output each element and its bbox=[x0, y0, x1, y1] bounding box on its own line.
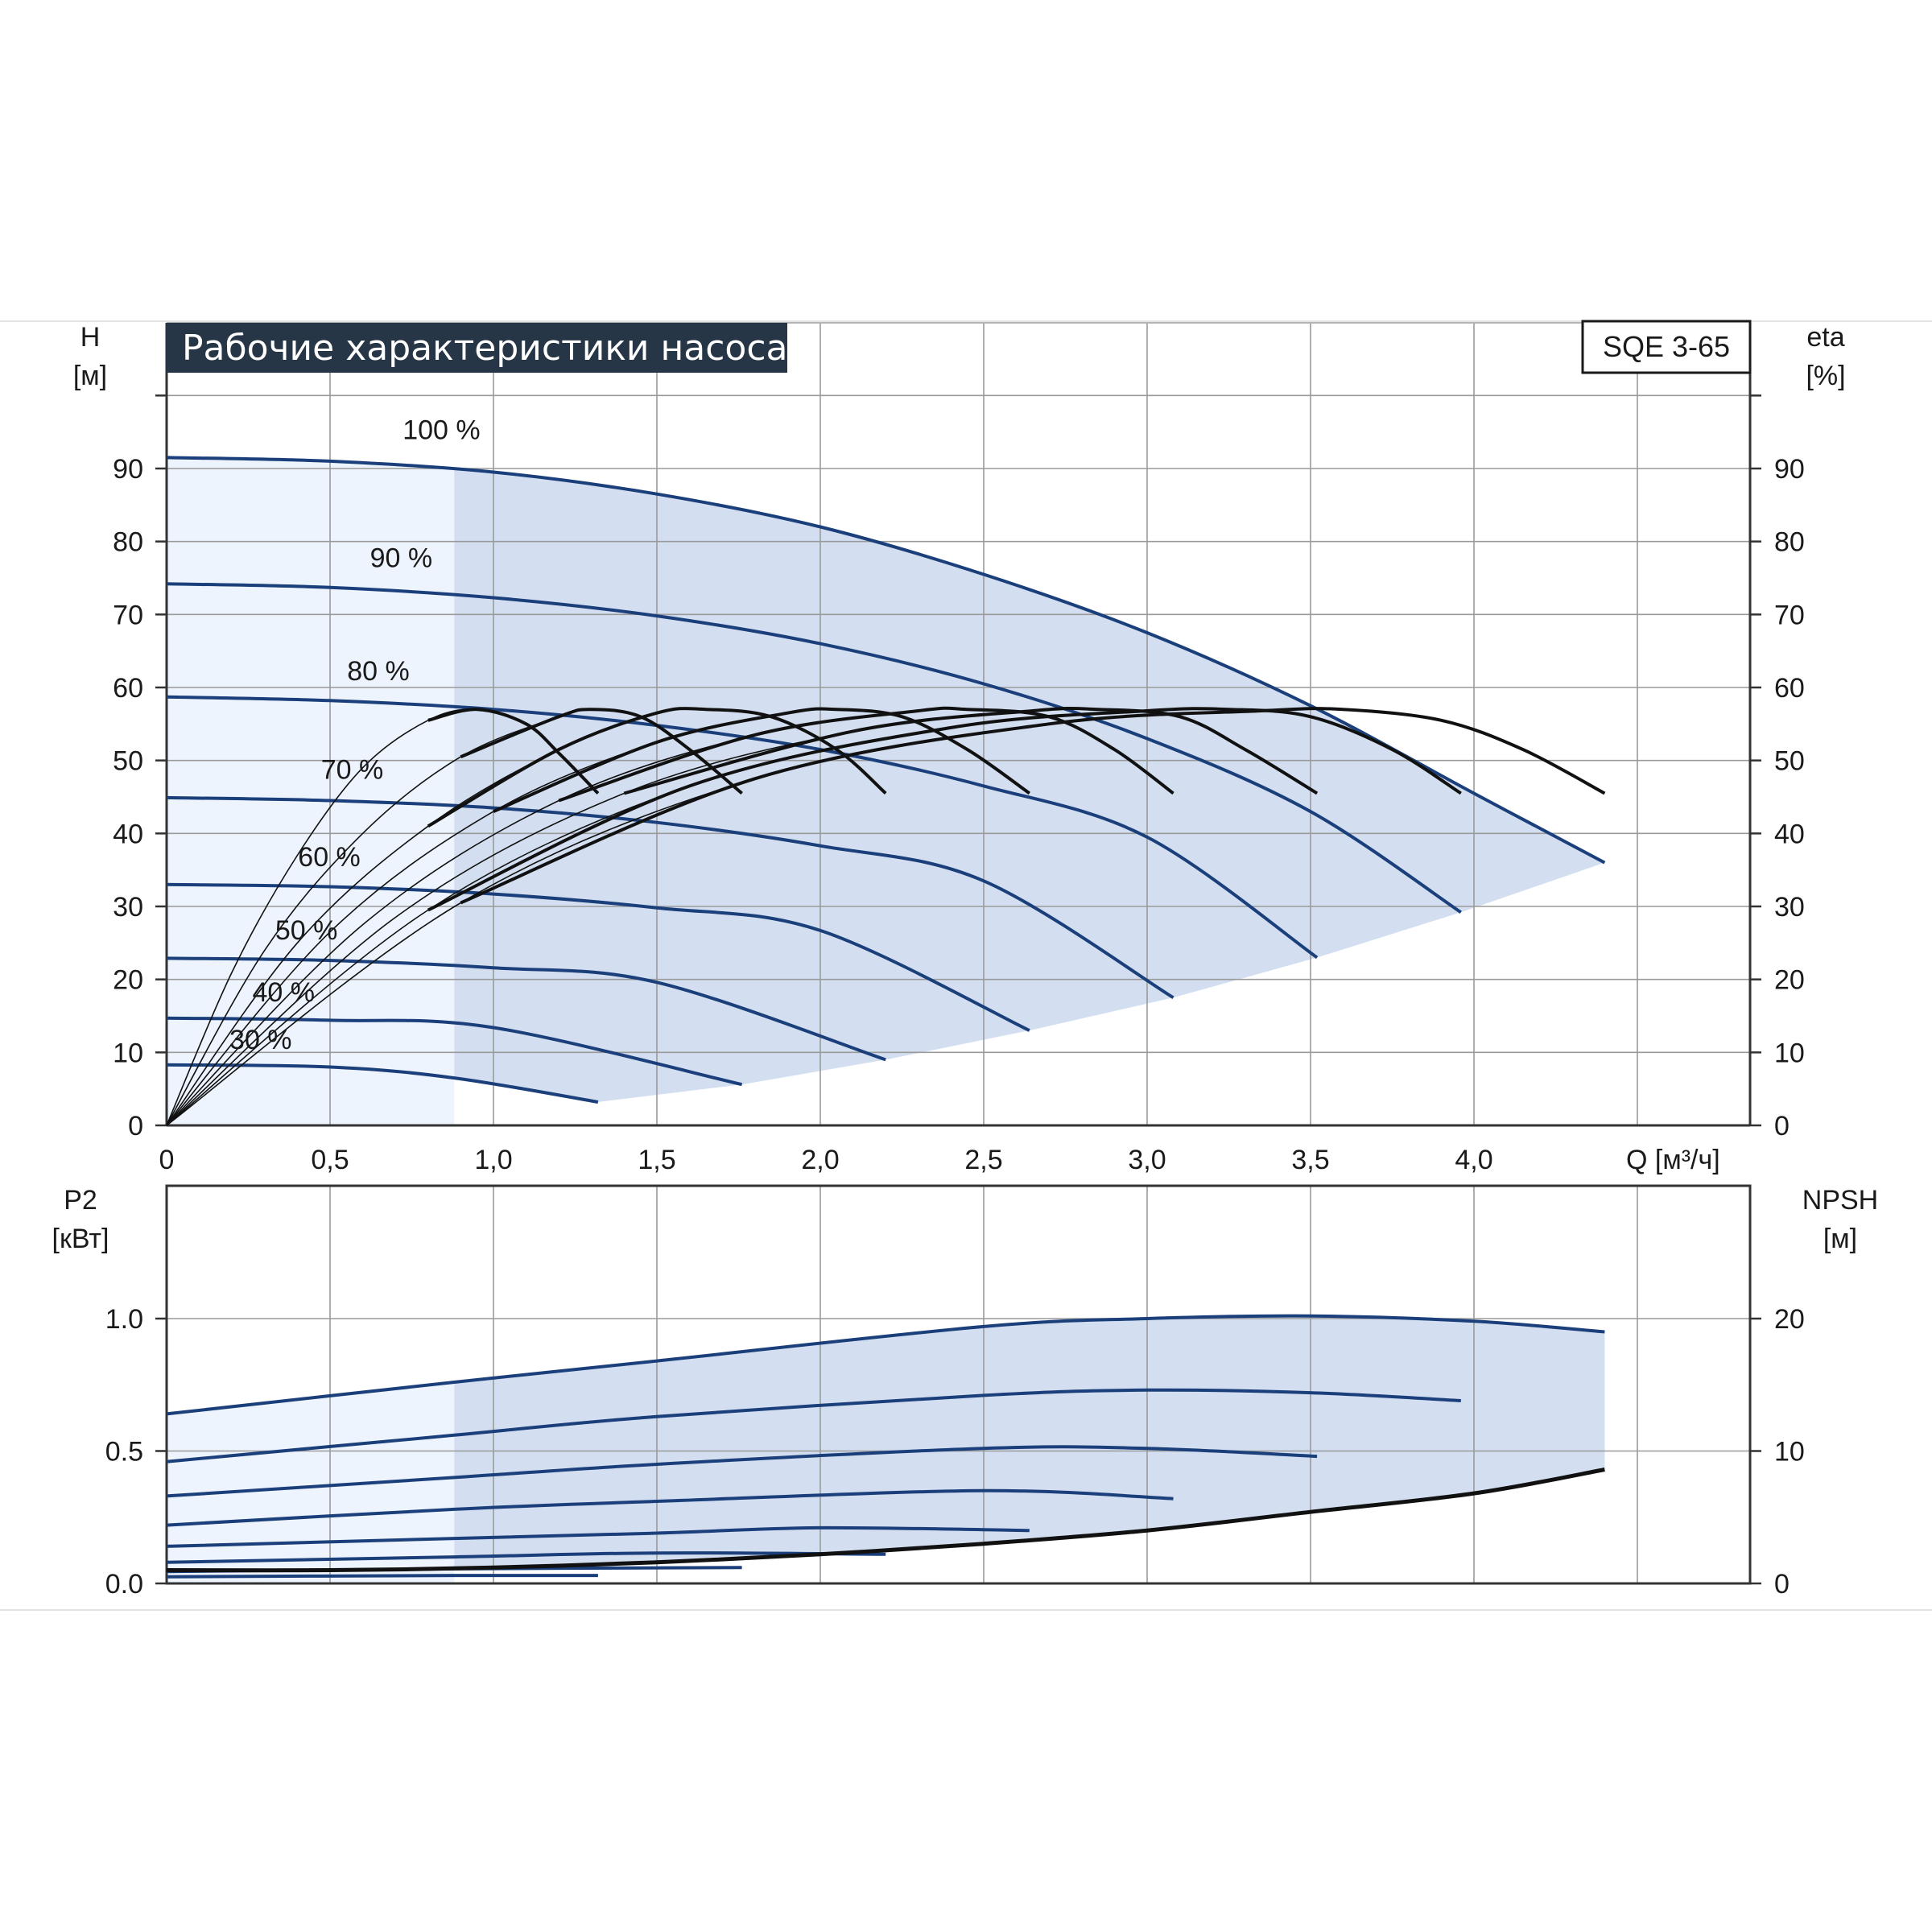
x-tick-label: 1,0 bbox=[474, 1145, 512, 1175]
x-tick-label: 3,0 bbox=[1128, 1145, 1166, 1175]
y-tick-label-right: 90 bbox=[1774, 454, 1805, 485]
npsh-axis-unit: [м] bbox=[1823, 1224, 1857, 1254]
y-tick-label-left: 30 bbox=[113, 892, 143, 923]
y-tick-label-left: 10 bbox=[113, 1038, 143, 1068]
power-curve-90 bbox=[166, 1388, 1461, 1463]
y-tick-label-left: 90 bbox=[113, 454, 143, 485]
efficiency-curves bbox=[166, 706, 1606, 1126]
speed-label: 50 % bbox=[275, 915, 338, 946]
npsh-curve bbox=[166, 1468, 1605, 1573]
y-tick-label-right: 0 bbox=[1774, 1111, 1790, 1141]
power-curves bbox=[166, 1314, 1605, 1579]
efficiency-curve-0 bbox=[427, 708, 600, 795]
eta-axis-label: eta bbox=[1806, 322, 1844, 353]
x-tick-label: 2,0 bbox=[801, 1145, 839, 1175]
y-tick-label-left: 60 bbox=[113, 673, 143, 704]
y-tick-label-right: 70 bbox=[1774, 600, 1805, 630]
y-tick-label-left: 0 bbox=[128, 1111, 143, 1141]
speed-label: 40 % bbox=[252, 977, 315, 1008]
x-tick-label: 4,0 bbox=[1455, 1145, 1492, 1175]
power-tick-label: 0.5 bbox=[105, 1437, 143, 1468]
y-tick-label-left: 70 bbox=[113, 600, 143, 630]
head-axis-unit: [м] bbox=[73, 361, 107, 391]
npsh-axis-label: NPSH bbox=[1802, 1185, 1878, 1216]
power-operating-region bbox=[167, 1315, 1605, 1583]
speed-curve-50 bbox=[166, 956, 886, 1062]
title-banner bbox=[166, 323, 787, 373]
speed-label: 80 % bbox=[347, 656, 410, 687]
npsh-tick-label: 20 bbox=[1774, 1304, 1805, 1335]
npsh-tick-label: 10 bbox=[1774, 1437, 1805, 1468]
power-curve-100 bbox=[166, 1314, 1605, 1416]
power-frame bbox=[165, 1184, 1752, 1585]
y-tick-label-right: 60 bbox=[1774, 673, 1805, 704]
power-tick-label: 1.0 bbox=[105, 1304, 143, 1335]
power-curve-30 bbox=[166, 1574, 598, 1579]
y-tick-label-right: 20 bbox=[1774, 965, 1805, 996]
speed-label: 100 % bbox=[402, 415, 480, 446]
head-grid bbox=[155, 322, 1761, 1127]
x-tick-label: 0 bbox=[159, 1145, 175, 1175]
speed-curve-40 bbox=[166, 1016, 743, 1087]
model-label: SQE 3-65 bbox=[1603, 330, 1730, 363]
efficiency-curve-2 bbox=[427, 707, 887, 828]
y-tick-label-right: 80 bbox=[1774, 527, 1805, 558]
speed-curve-70 bbox=[166, 795, 1174, 1000]
power-low-flow-region bbox=[167, 1382, 455, 1583]
efficiency-curve-1 bbox=[460, 708, 743, 795]
eta-axis-unit: [%] bbox=[1806, 361, 1845, 391]
y-tick-label-left: 40 bbox=[113, 819, 143, 849]
efficiency-curve-6 bbox=[427, 707, 1462, 912]
speed-labels: 100 % 90 % 80 % 70 % 60 % 50 % 40 % 30 % bbox=[229, 415, 481, 1055]
x-tick-label: 1,5 bbox=[638, 1145, 675, 1175]
power-curve-80 bbox=[166, 1445, 1318, 1498]
efficiency-curve-4 bbox=[558, 706, 1174, 803]
power-panel: 0.0 0 0.5 10 1.0 20 bbox=[105, 1184, 1805, 1600]
y-tick-label-right: 10 bbox=[1774, 1038, 1805, 1068]
model-box bbox=[1581, 320, 1752, 374]
power-curve-70 bbox=[166, 1488, 1174, 1527]
speed-curve-30 bbox=[166, 1063, 599, 1104]
speed-curve-90 bbox=[166, 582, 1462, 914]
power-curve-50 bbox=[166, 1551, 886, 1564]
power-axis-label: P2 bbox=[64, 1185, 97, 1216]
speed-label: 70 % bbox=[321, 754, 384, 785]
power-axis-unit: [кВт] bbox=[52, 1224, 109, 1254]
x-tick-label: 0,5 bbox=[311, 1145, 349, 1175]
speed-label: 30 % bbox=[229, 1025, 292, 1055]
speed-label: 60 % bbox=[298, 842, 361, 873]
efficiency-curve-5 bbox=[623, 706, 1319, 795]
speed-label: 90 % bbox=[370, 543, 433, 573]
y-tick-label-right: 50 bbox=[1774, 746, 1805, 777]
operating-region-fill bbox=[454, 469, 1605, 1102]
y-tick-label-right: 30 bbox=[1774, 892, 1805, 923]
power-operating-region-fill bbox=[454, 1315, 1605, 1568]
npsh-tick-label: 0 bbox=[1774, 1569, 1790, 1600]
head-axis-label: H bbox=[80, 322, 101, 353]
x-tick-label: 2,5 bbox=[964, 1145, 1002, 1175]
flow-axis-label: Q [м³/ч] bbox=[1626, 1145, 1720, 1175]
power-grid bbox=[155, 1184, 1761, 1585]
power-tick-labels: 0.0 0 0.5 10 1.0 20 bbox=[105, 1304, 1805, 1600]
x-tick-label: 3,5 bbox=[1291, 1145, 1329, 1175]
efficiency-curve-3 bbox=[493, 707, 1030, 813]
y-tick-label-left: 80 bbox=[113, 527, 143, 558]
y-tick-label-right: 40 bbox=[1774, 819, 1805, 849]
chart-title: Рабочие характеристики насоса bbox=[182, 328, 787, 369]
power-curve-60 bbox=[166, 1525, 1030, 1548]
y-tick-label-left: 20 bbox=[113, 965, 143, 996]
power-tick-label: 0.0 bbox=[105, 1569, 143, 1600]
efficiency-curve-7 bbox=[460, 707, 1606, 905]
y-tick-label-left: 50 bbox=[113, 746, 143, 777]
